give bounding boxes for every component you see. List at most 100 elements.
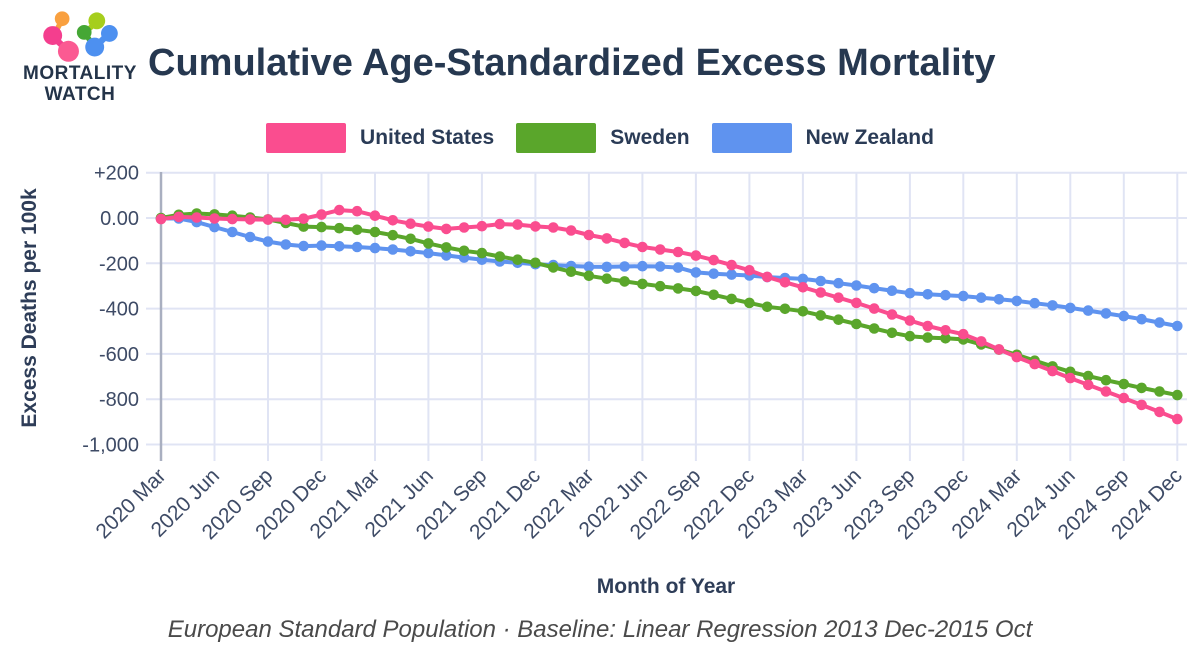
y-tick-label: +200 bbox=[94, 163, 139, 185]
data-point bbox=[334, 241, 345, 252]
data-point bbox=[958, 290, 969, 302]
data-point bbox=[637, 241, 648, 253]
data-point bbox=[940, 289, 951, 301]
data-point bbox=[922, 289, 933, 300]
data-point bbox=[1082, 370, 1094, 382]
baseline-note: European Standard Population · Baseline:… bbox=[167, 616, 1033, 643]
data-point bbox=[1172, 320, 1183, 332]
data-point bbox=[940, 325, 951, 336]
data-point bbox=[548, 222, 559, 233]
x-axis-title: Month of Year bbox=[597, 575, 735, 598]
legend-label: New Zealand bbox=[805, 126, 934, 149]
data-point bbox=[761, 301, 773, 313]
data-point bbox=[1118, 310, 1130, 322]
data-point bbox=[316, 240, 327, 251]
data-point bbox=[726, 259, 737, 271]
mortality-watch-logo: MORTALITY WATCH bbox=[14, 6, 146, 104]
data-point bbox=[1172, 413, 1183, 425]
y-axis-title: Excess Deaths per 100k bbox=[18, 188, 41, 428]
data-point bbox=[601, 233, 613, 244]
data-point bbox=[708, 254, 719, 266]
data-point bbox=[601, 261, 613, 273]
data-point bbox=[815, 275, 826, 287]
data-point bbox=[797, 273, 809, 285]
data-point bbox=[654, 280, 666, 292]
series-line bbox=[159, 208, 1180, 422]
data-point bbox=[244, 231, 256, 243]
logo-text-watch: WATCH bbox=[44, 84, 116, 105]
data-point bbox=[797, 282, 809, 293]
data-point bbox=[1082, 305, 1094, 316]
data-point bbox=[565, 225, 577, 236]
data-point bbox=[530, 257, 541, 269]
data-point bbox=[868, 282, 880, 294]
data-point bbox=[441, 250, 452, 261]
legend-item-new-zealand: New Zealand bbox=[711, 123, 934, 153]
series-line bbox=[159, 211, 1180, 398]
data-point bbox=[619, 237, 630, 249]
data-point bbox=[708, 289, 719, 301]
data-point bbox=[744, 265, 755, 276]
data-point bbox=[369, 226, 381, 238]
data-point bbox=[886, 285, 898, 296]
data-point bbox=[369, 242, 381, 254]
data-point bbox=[975, 336, 987, 347]
data-point bbox=[530, 221, 541, 232]
data-point bbox=[583, 229, 595, 241]
data-point bbox=[904, 330, 916, 342]
data-point bbox=[423, 221, 434, 232]
data-point bbox=[851, 280, 862, 291]
data-point bbox=[405, 218, 416, 229]
data-point bbox=[619, 261, 630, 272]
data-point bbox=[868, 303, 880, 314]
data-point bbox=[298, 240, 309, 252]
legend-label: United States bbox=[360, 126, 495, 149]
data-point bbox=[494, 218, 506, 230]
data-point bbox=[637, 260, 648, 272]
data-point bbox=[1100, 308, 1112, 319]
data-point bbox=[583, 270, 595, 282]
data-point bbox=[1082, 379, 1094, 391]
data-point bbox=[833, 292, 844, 303]
data-point bbox=[244, 214, 256, 225]
legend-item-united-states: United States bbox=[266, 123, 494, 153]
data-point bbox=[334, 222, 345, 234]
data-point bbox=[904, 315, 916, 326]
data-point bbox=[351, 224, 363, 236]
data-point bbox=[1172, 389, 1183, 401]
data-point bbox=[797, 306, 809, 317]
data-point bbox=[690, 267, 702, 278]
data-point bbox=[1065, 302, 1076, 314]
data-point bbox=[851, 318, 862, 330]
data-point bbox=[815, 287, 826, 298]
data-point bbox=[922, 332, 933, 343]
data-point bbox=[476, 247, 488, 259]
data-point bbox=[601, 273, 613, 284]
data-point bbox=[1136, 382, 1147, 394]
data-point bbox=[476, 220, 488, 232]
data-point bbox=[833, 277, 844, 289]
data-point bbox=[815, 310, 826, 321]
data-point bbox=[405, 233, 416, 245]
y-tick-label: -600 bbox=[99, 344, 139, 366]
data-point bbox=[441, 242, 452, 253]
data-point bbox=[1100, 386, 1112, 397]
series-line bbox=[159, 216, 1180, 328]
data-point bbox=[851, 297, 862, 309]
data-point bbox=[173, 211, 185, 223]
data-point bbox=[423, 247, 434, 259]
data-point bbox=[298, 213, 309, 224]
data-point bbox=[993, 344, 1005, 355]
data-point bbox=[280, 239, 292, 250]
data-point bbox=[387, 229, 399, 241]
data-point bbox=[726, 293, 737, 305]
data-point bbox=[334, 204, 345, 216]
data-point bbox=[940, 333, 951, 344]
data-point bbox=[351, 205, 363, 217]
data-point bbox=[1065, 372, 1076, 384]
legend-swatch bbox=[711, 123, 792, 153]
data-point bbox=[922, 320, 933, 332]
data-point bbox=[886, 327, 898, 339]
data-point bbox=[458, 245, 470, 257]
